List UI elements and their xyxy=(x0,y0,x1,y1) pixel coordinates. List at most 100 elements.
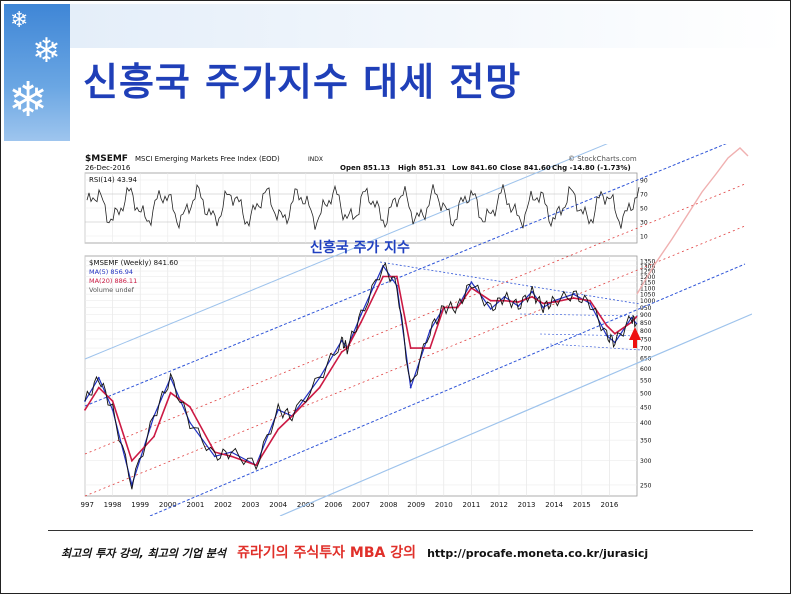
data-point-ma20 xyxy=(429,347,431,350)
rsi-tick-label: 70 xyxy=(640,192,648,199)
price-tick-label: 350 xyxy=(640,438,652,445)
chart-symbol: $MSEMF xyxy=(85,154,128,164)
footer-divider xyxy=(48,530,753,531)
price-tick-label: 1150 xyxy=(640,280,655,287)
rsi-layer xyxy=(86,184,640,230)
year-label: 2002 xyxy=(214,501,232,509)
chart-open: Open 851.13 xyxy=(340,164,390,172)
data-point-ma5 xyxy=(188,421,191,424)
year-label: 2009 xyxy=(407,501,425,509)
data-point-ma20 xyxy=(635,315,638,318)
data-point-ma20 xyxy=(395,275,398,278)
year-label: 2012 xyxy=(490,501,508,509)
rsi-line xyxy=(86,184,640,230)
data-point-ma5 xyxy=(213,455,216,458)
data-point-ma20 xyxy=(360,321,362,324)
chart-date: 26-Dec-2016 xyxy=(85,164,131,172)
data-point-ma5 xyxy=(470,281,473,284)
trend-channel-line xyxy=(84,137,741,407)
year-label: 1998 xyxy=(104,501,122,509)
data-point-ma20 xyxy=(382,275,384,278)
data-point-ma5 xyxy=(277,408,280,411)
year-label: 2010 xyxy=(435,501,453,509)
price-tick-label: 1350 xyxy=(640,258,655,265)
header-band xyxy=(70,4,786,48)
decorative-band: ❄ ❄ ❄ xyxy=(4,4,70,141)
data-point-ma20 xyxy=(277,428,280,431)
year-label: 2013 xyxy=(518,501,536,509)
year-label: 2016 xyxy=(600,501,618,509)
trend-channel-line xyxy=(149,263,746,517)
data-point-ma5 xyxy=(409,386,412,389)
year-label: 1999 xyxy=(131,501,149,509)
price-tick-label: 850 xyxy=(640,320,652,327)
year-label: 2000 xyxy=(159,501,177,509)
data-point-ma5 xyxy=(531,290,534,293)
stock-chart: 1997199819992000200120022003200420052006… xyxy=(76,83,753,517)
trend-channel-line xyxy=(549,343,641,351)
volume-legend: Volume undef xyxy=(89,286,135,294)
price-line xyxy=(84,262,637,490)
year-label: 1997 xyxy=(80,501,94,509)
trend-channel-line xyxy=(519,313,641,317)
year-label: 2006 xyxy=(324,501,342,509)
data-point-ma5 xyxy=(360,313,362,316)
data-point-ma20 xyxy=(230,455,233,458)
price-tick-label: 1050 xyxy=(640,292,655,299)
data-point-ma20 xyxy=(531,295,534,298)
data-point-ma20 xyxy=(255,464,258,467)
rsi-tick-label: 30 xyxy=(640,220,648,227)
data-point-ma20 xyxy=(489,299,492,302)
trend-channel-line xyxy=(84,225,746,497)
data-point-ma5 xyxy=(542,306,545,309)
data-point-ma20 xyxy=(153,435,155,438)
price-tick-label: 500 xyxy=(640,390,652,397)
price-tick-label: 300 xyxy=(640,458,652,465)
data-point-ma20 xyxy=(614,332,616,335)
footer-lecture-text: 최고의 투자 강의, 최고의 기업 분석 xyxy=(61,547,227,560)
data-point-ma20 xyxy=(318,386,321,389)
data-point-ma20 xyxy=(84,408,86,411)
year-label: 2014 xyxy=(545,501,563,509)
chart-close: Close 841.60 xyxy=(500,164,551,172)
data-point-ma20 xyxy=(291,415,293,417)
data-point-ma5 xyxy=(489,308,492,310)
trend-channel-line xyxy=(84,183,746,455)
red-up-arrow-icon xyxy=(629,327,641,348)
year-label: 2004 xyxy=(269,501,287,509)
chart-svg: 1997199819992000200120022003200420052006… xyxy=(76,83,753,517)
price-tick-label: 700 xyxy=(640,346,652,353)
year-label: 2001 xyxy=(186,501,204,509)
price-tick-label: 550 xyxy=(640,378,652,385)
price-tick-label: 1000 xyxy=(640,298,655,305)
data-point-ma5 xyxy=(97,376,100,379)
price-tick-label: 400 xyxy=(640,420,652,427)
ma20-legend: MA(20) 886.11 xyxy=(89,277,137,285)
data-point-ma20 xyxy=(517,301,520,303)
price-tick-label: 900 xyxy=(640,312,652,319)
chart-exchange: INDX xyxy=(308,156,323,163)
data-point-ma20 xyxy=(572,297,575,299)
year-label: 2003 xyxy=(242,501,260,509)
trend-channel-line xyxy=(539,333,641,337)
footer-brand-text: 쥬라기의 주식투자 MBA 강의 xyxy=(237,545,416,561)
rsi-label: RSI(14) 43.94 xyxy=(89,176,138,184)
data-point-ma20 xyxy=(188,405,191,408)
data-point-ma5 xyxy=(589,302,591,305)
chart-low: Low 841.60 xyxy=(452,164,497,172)
projection-line xyxy=(636,147,749,295)
snowflake-icon: ❄ xyxy=(32,31,61,71)
series-layer xyxy=(84,262,638,490)
footer-url[interactable]: http://procafe.moneta.co.kr/jurasicj xyxy=(427,547,649,560)
footer: 최고의 투자 강의, 최고의 기업 분석 쥬라기의 주식투자 MBA 강의 ht… xyxy=(61,542,648,562)
price-tick-label: 1250 xyxy=(640,269,655,276)
chart-index-name: MSCI Emerging Markets Free Index (EOD) xyxy=(135,155,280,163)
price-tick-label: 600 xyxy=(640,366,652,373)
price-tick-label: 800 xyxy=(640,328,652,335)
data-point-ma20 xyxy=(97,386,100,389)
year-label: 2008 xyxy=(380,501,398,509)
data-point-ma20 xyxy=(111,400,114,402)
data-point-ma20 xyxy=(340,351,343,353)
data-point-ma20 xyxy=(605,324,608,327)
